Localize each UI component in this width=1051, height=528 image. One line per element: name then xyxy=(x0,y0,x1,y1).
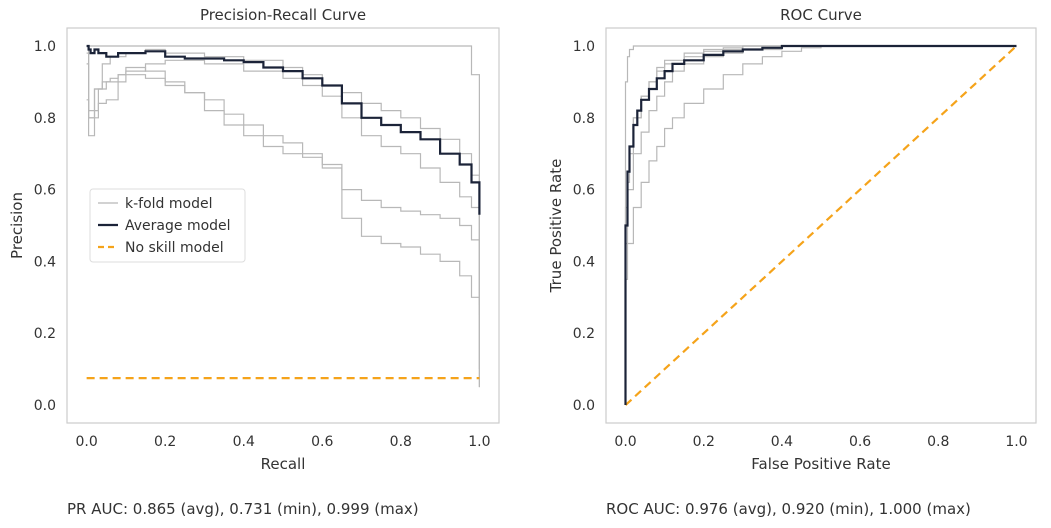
pr-x-tick-label: 1.0 xyxy=(468,434,490,450)
pr-chart-title: Precision-Recall Curve xyxy=(200,6,366,24)
pr-y-tick-label: 0.8 xyxy=(34,111,56,127)
roc-y-tick-label: 0.8 xyxy=(573,111,595,127)
roc-x-tick-label: 0.0 xyxy=(614,434,636,450)
pr-y-tick-label: 0.4 xyxy=(34,254,56,270)
roc-series-kfold-line xyxy=(624,45,1017,405)
roc-y-tick-label: 0.2 xyxy=(573,326,595,342)
pr-x-tick-label: 0.2 xyxy=(154,434,176,450)
roc-y-tick-label: 0.0 xyxy=(573,398,595,414)
pr-series-kfold-line xyxy=(86,59,480,388)
pr-series-kfold-line xyxy=(86,45,480,305)
roc-y-tick-label: 0.4 xyxy=(573,254,595,270)
legend-entry-label: Average model xyxy=(125,218,231,234)
pr-series-kfold-line xyxy=(86,52,480,316)
roc-y-axis-label: True Positive Rate xyxy=(547,159,565,294)
pr-y-tick-label: 0.0 xyxy=(34,398,56,414)
pr-y-tick-label: 0.6 xyxy=(34,183,56,199)
roc-series-average-line xyxy=(624,44,1017,405)
roc-chart-title: ROC Curve xyxy=(780,6,862,24)
legend-box xyxy=(89,188,246,263)
roc-plot-frame xyxy=(605,27,1037,424)
pr-series-kfold-line xyxy=(86,63,480,388)
pr-auc-caption: PR AUC: 0.865 (avg), 0.731 (min), 0.999 … xyxy=(67,500,419,518)
pr-plot-frame xyxy=(66,27,500,424)
pr-x-tick-label: 0.6 xyxy=(311,434,333,450)
pr-x-tick-label: 0.0 xyxy=(76,434,98,450)
roc-x-axis-label: False Positive Rate xyxy=(751,455,890,473)
pr-y-axis-label: Precision xyxy=(8,192,26,259)
roc-chart: ROC Curve 0.0 0.2 0.4 0.6 0.8 1.0 0.0 0.2 0.4 0.6 0… xyxy=(547,6,1037,473)
roc-y-tick-label: 1.0 xyxy=(573,39,595,55)
roc-series-kfold-line xyxy=(624,45,1017,405)
legend-entry-label: k-fold model xyxy=(125,196,212,212)
pr-x-tick-label: 0.4 xyxy=(233,434,255,450)
roc-x-tick-label: 0.4 xyxy=(771,434,793,450)
roc-auc-caption: ROC AUC: 0.976 (avg), 0.920 (min), 1.000… xyxy=(606,500,971,518)
legend-entry-label: No skill model xyxy=(125,240,224,256)
roc-series-no-skill-line xyxy=(624,45,1018,406)
roc-x-tick-label: 0.8 xyxy=(927,434,949,450)
pr-y-tick-label: 0.2 xyxy=(34,326,56,342)
legend: k-fold model Average model No skill model xyxy=(89,188,246,263)
roc-x-tick-label: 0.2 xyxy=(693,434,715,450)
pr-y-tick-label: 1.0 xyxy=(34,39,56,55)
roc-x-tick-label: 1.0 xyxy=(1005,434,1027,450)
pr-x-axis-label: Recall xyxy=(261,455,306,473)
roc-x-tick-label: 0.6 xyxy=(849,434,871,450)
roc-y-tick-label: 0.6 xyxy=(573,183,595,199)
pr-chart: Precision-Recall Curve 0.0 0.2 0.4 0.6 0.8 1.0… xyxy=(8,6,500,473)
pr-series-average-line xyxy=(86,44,481,215)
pr-x-tick-label: 0.8 xyxy=(390,434,412,450)
